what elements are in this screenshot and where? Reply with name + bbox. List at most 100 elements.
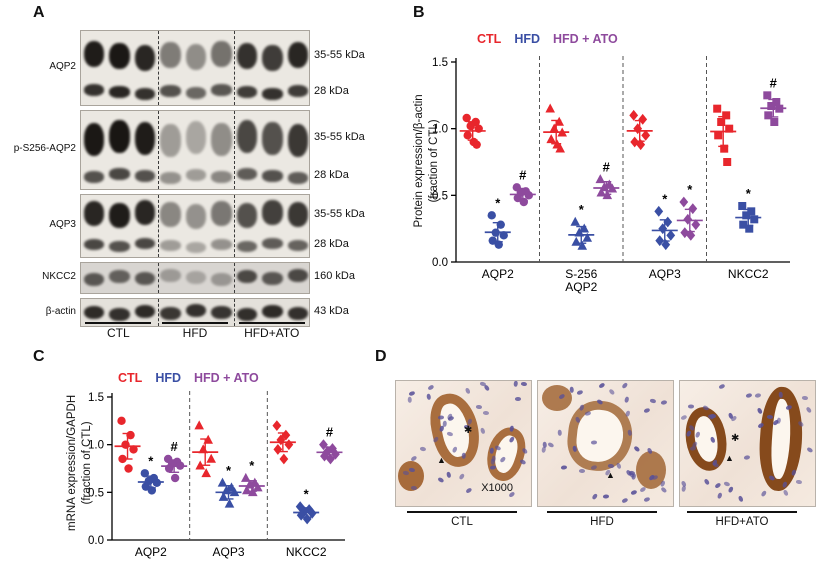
kda-label: 28 kDa xyxy=(314,238,349,251)
nucleus xyxy=(743,455,751,461)
data-point xyxy=(713,104,722,113)
blot-band xyxy=(134,170,156,182)
lane-separator xyxy=(157,299,159,326)
data-point xyxy=(276,434,286,446)
blot-band xyxy=(211,40,232,68)
nucleus xyxy=(766,414,774,419)
nucleus xyxy=(560,465,568,470)
data-point xyxy=(253,482,263,492)
data-point xyxy=(546,134,556,144)
nucleus xyxy=(446,471,452,479)
nucleus xyxy=(783,489,789,497)
blot-band xyxy=(185,120,207,154)
data-point xyxy=(725,124,734,133)
blot-band xyxy=(287,202,309,228)
nucleus xyxy=(608,388,616,396)
blot-band xyxy=(160,268,181,282)
data-point xyxy=(272,420,282,431)
data-point xyxy=(194,420,204,430)
data-point xyxy=(117,416,126,426)
blot-band xyxy=(211,83,232,96)
data-point xyxy=(229,487,240,497)
micrograph-label: HFD+ATO xyxy=(715,516,769,528)
blot-band xyxy=(109,269,130,283)
data-point xyxy=(281,429,291,441)
data-point xyxy=(641,129,651,141)
data-point xyxy=(747,207,756,216)
data-point xyxy=(555,143,565,153)
data-point xyxy=(750,215,759,224)
nucleus xyxy=(616,462,622,470)
data-point xyxy=(217,477,228,487)
annotation-mark: ✱ xyxy=(464,425,473,436)
data-point xyxy=(524,191,533,200)
nucleus xyxy=(680,414,688,421)
nucleus xyxy=(791,469,797,477)
nucleus xyxy=(598,382,606,389)
micrograph-underline xyxy=(687,511,797,513)
data-point xyxy=(140,469,150,478)
data-point xyxy=(596,187,607,197)
nucleus xyxy=(513,381,519,387)
data-point xyxy=(745,224,754,233)
micrograph-underline xyxy=(547,511,657,513)
data-point xyxy=(636,139,646,151)
annotation-mark: ▲ xyxy=(606,470,615,480)
data-point xyxy=(198,444,208,454)
stained-tubule xyxy=(480,422,531,486)
annotation-mark: ▲ xyxy=(725,453,734,463)
x-category-label: AQP2 xyxy=(135,545,167,559)
y-tick-label: 0.5 xyxy=(432,190,448,202)
legend-item: HFD + ATO xyxy=(553,32,618,46)
blot-band xyxy=(236,85,258,98)
kda-label: 160 kDa xyxy=(314,270,355,283)
data-point xyxy=(691,219,701,231)
annotation-mark: ✱ xyxy=(731,433,740,444)
data-point xyxy=(545,103,555,113)
blot-band xyxy=(287,84,309,97)
nucleus xyxy=(649,398,657,404)
data-point xyxy=(326,453,335,465)
significance-marker: * xyxy=(687,182,693,197)
y-tick-label: 0.5 xyxy=(88,487,104,499)
significance-marker: # xyxy=(326,425,334,440)
data-point xyxy=(582,232,593,242)
nucleus xyxy=(410,485,418,490)
blot-band xyxy=(83,83,105,96)
data-point xyxy=(164,464,174,473)
y-tick-label: 1.0 xyxy=(88,440,104,452)
blot-band xyxy=(83,272,105,286)
nucleus xyxy=(714,482,722,489)
blot-band xyxy=(185,86,207,99)
legend-item: HFD + ATO xyxy=(194,371,259,385)
data-point xyxy=(557,127,567,137)
blot-band xyxy=(211,272,232,286)
data-point xyxy=(474,124,483,133)
lane-separator xyxy=(157,31,159,105)
blot-band xyxy=(134,200,156,226)
data-point xyxy=(629,109,639,121)
significance-marker: # xyxy=(519,167,527,182)
nucleus xyxy=(427,384,435,391)
blot-band xyxy=(236,240,258,252)
protein-label: AQP3 xyxy=(49,219,76,230)
blot-band xyxy=(160,202,181,228)
nucleus xyxy=(660,486,668,494)
significance-marker: * xyxy=(579,202,585,217)
blot-band xyxy=(109,119,130,153)
blot-band xyxy=(262,237,283,249)
data-point xyxy=(571,236,582,246)
lane-separator xyxy=(157,195,159,257)
data-point xyxy=(170,473,180,483)
y-tick-label: 1.5 xyxy=(432,57,448,69)
blot-band xyxy=(160,123,181,157)
ihc-image-ctl: ✱ ▲ X1000 xyxy=(395,380,532,507)
nucleus xyxy=(754,393,762,399)
nucleus xyxy=(578,468,586,473)
nucleus xyxy=(542,441,548,448)
nucleus xyxy=(639,486,647,493)
stained-tubule xyxy=(542,385,572,411)
nucleus xyxy=(778,391,784,398)
lane-separator xyxy=(234,263,236,293)
